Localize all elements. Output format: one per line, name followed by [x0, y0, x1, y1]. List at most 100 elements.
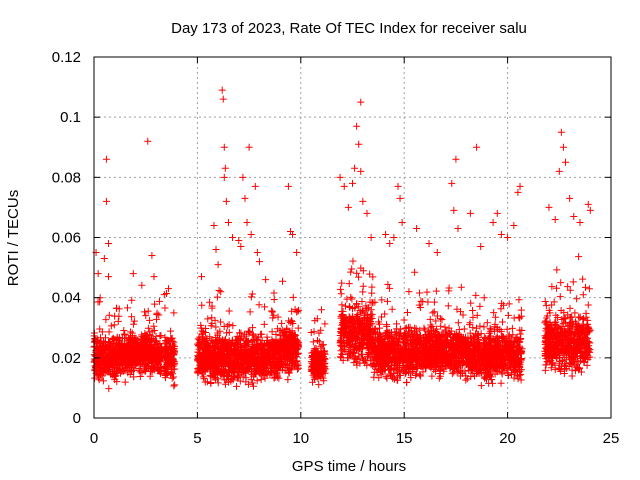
data-point	[143, 364, 151, 372]
data-point	[347, 293, 355, 301]
data-point	[91, 337, 99, 345]
data-point	[460, 325, 468, 333]
data-point	[102, 316, 110, 324]
data-point	[130, 320, 138, 328]
data-point	[551, 366, 559, 374]
data-point	[121, 378, 129, 386]
data-point	[288, 318, 296, 326]
data-point	[247, 376, 255, 384]
data-point	[355, 273, 363, 281]
data-point	[130, 317, 138, 325]
data-point	[260, 320, 268, 328]
data-point	[120, 326, 128, 334]
data-point	[130, 373, 138, 381]
data-point	[123, 304, 131, 312]
data-point	[515, 296, 523, 304]
data-point	[338, 307, 346, 315]
data-point	[113, 367, 121, 375]
data-point	[128, 296, 136, 304]
data-point	[106, 367, 114, 375]
data-point	[161, 333, 169, 341]
data-point	[248, 379, 256, 387]
data-point	[165, 338, 173, 346]
data-point	[153, 357, 161, 365]
data-point	[136, 356, 144, 364]
data-point	[268, 328, 276, 336]
data-point	[98, 328, 106, 336]
data-point	[368, 289, 376, 297]
data-point	[128, 363, 136, 371]
data-point	[497, 379, 505, 387]
data-point	[314, 336, 322, 344]
data-point	[95, 376, 103, 384]
data-point	[400, 316, 408, 324]
data-point	[214, 379, 222, 387]
data-point	[584, 301, 592, 309]
data-point	[144, 359, 152, 367]
data-point	[345, 280, 353, 288]
data-point	[170, 373, 178, 381]
data-point	[289, 293, 297, 301]
data-point	[368, 283, 376, 291]
data-point	[212, 323, 220, 331]
data-point	[359, 288, 367, 296]
data-point	[207, 379, 215, 387]
data-point	[204, 315, 212, 323]
data-point	[138, 281, 146, 289]
data-point	[120, 353, 128, 361]
data-point	[114, 317, 122, 325]
data-points	[90, 86, 594, 393]
data-point	[146, 331, 154, 339]
data-point	[98, 359, 106, 367]
data-point	[167, 346, 175, 354]
data-point	[96, 334, 104, 342]
data-point	[232, 382, 240, 390]
data-point	[103, 343, 111, 351]
data-point	[367, 310, 375, 318]
data-point	[249, 324, 257, 332]
data-point	[138, 369, 146, 377]
data-point	[155, 357, 163, 365]
data-point	[348, 295, 356, 303]
data-point	[145, 341, 153, 349]
data-point	[294, 324, 302, 332]
data-point	[151, 337, 159, 345]
data-point	[284, 376, 292, 384]
data-point	[154, 349, 162, 357]
data-point	[337, 290, 345, 298]
data-point	[167, 368, 175, 376]
data-point	[163, 344, 171, 352]
data-point	[288, 307, 296, 315]
data-point	[508, 324, 516, 332]
data-point	[444, 302, 452, 310]
data-point	[115, 360, 123, 368]
data-point	[430, 308, 438, 316]
data-point	[353, 269, 361, 277]
data-point	[162, 345, 170, 353]
data-point	[315, 381, 323, 389]
data-point	[517, 306, 525, 314]
data-point	[268, 307, 276, 315]
data-point	[272, 330, 280, 338]
data-point	[206, 298, 214, 306]
data-point	[115, 305, 123, 313]
data-point	[110, 372, 118, 380]
data-point	[337, 347, 345, 355]
data-point	[369, 299, 377, 307]
data-point	[384, 280, 392, 288]
data-point	[480, 323, 488, 331]
data-point	[274, 313, 282, 321]
data-point	[170, 309, 178, 317]
data-point	[403, 378, 411, 386]
data-point	[95, 364, 103, 372]
data-point	[112, 304, 120, 312]
data-point	[155, 311, 163, 319]
data-point	[151, 300, 159, 308]
data-point	[505, 300, 513, 308]
data-point	[213, 293, 221, 301]
data-point	[359, 282, 367, 290]
data-point	[142, 312, 150, 320]
data-point	[114, 336, 122, 344]
data-point	[115, 350, 123, 358]
data-point	[571, 309, 579, 317]
